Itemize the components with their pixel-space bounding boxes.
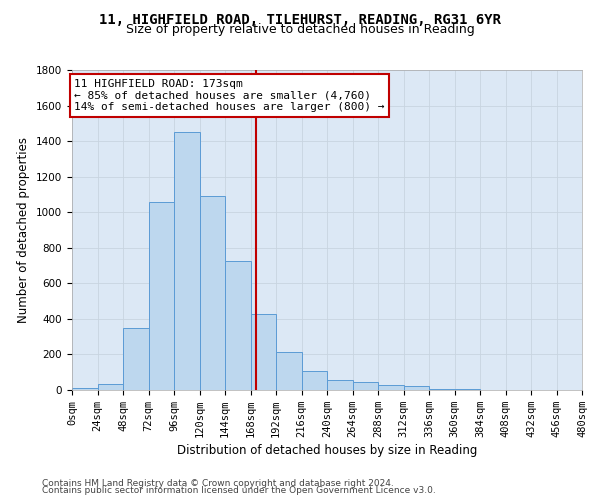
X-axis label: Distribution of detached houses by size in Reading: Distribution of detached houses by size … — [177, 444, 477, 457]
Bar — [276, 352, 302, 390]
Bar — [378, 384, 404, 390]
Bar — [174, 132, 199, 390]
Bar — [429, 389, 455, 390]
Bar — [327, 380, 353, 390]
Bar — [251, 314, 276, 390]
Text: 11 HIGHFIELD ROAD: 173sqm
← 85% of detached houses are smaller (4,760)
14% of se: 11 HIGHFIELD ROAD: 173sqm ← 85% of detac… — [74, 79, 385, 112]
Bar — [404, 386, 429, 390]
Bar — [72, 388, 97, 390]
Bar — [123, 328, 149, 390]
Text: 11, HIGHFIELD ROAD, TILEHURST, READING, RG31 6YR: 11, HIGHFIELD ROAD, TILEHURST, READING, … — [99, 12, 501, 26]
Bar — [199, 196, 225, 390]
Y-axis label: Number of detached properties: Number of detached properties — [17, 137, 31, 323]
Bar — [97, 384, 123, 390]
Text: Contains HM Land Registry data © Crown copyright and database right 2024.: Contains HM Land Registry data © Crown c… — [42, 478, 394, 488]
Bar — [149, 202, 174, 390]
Bar — [225, 261, 251, 390]
Bar — [302, 372, 327, 390]
Text: Size of property relative to detached houses in Reading: Size of property relative to detached ho… — [125, 22, 475, 36]
Bar — [455, 389, 480, 390]
Bar — [353, 382, 378, 390]
Text: Contains public sector information licensed under the Open Government Licence v3: Contains public sector information licen… — [42, 486, 436, 495]
